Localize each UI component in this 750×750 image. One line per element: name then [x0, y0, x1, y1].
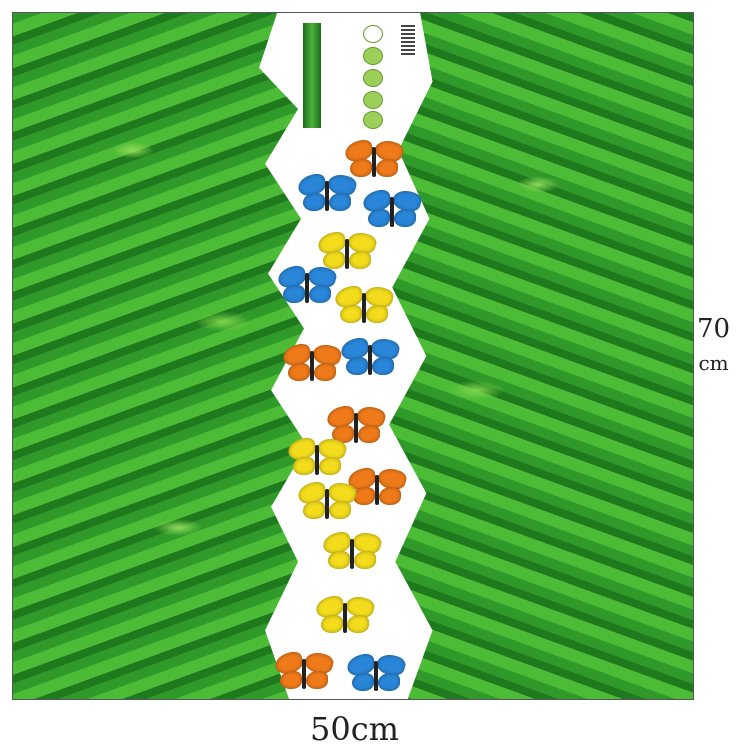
butterfly-yellow	[313, 593, 377, 637]
barcode-icon	[401, 25, 415, 55]
butterfly-orange	[324, 403, 388, 447]
grass-border-left	[13, 13, 307, 699]
butterfly-yellow	[285, 435, 349, 479]
grass-border-right	[389, 13, 693, 699]
butterfly-orange	[272, 649, 336, 693]
butterfly-yellow	[332, 283, 396, 327]
width-label: 50cm	[310, 710, 399, 748]
butterfly-blue	[295, 171, 359, 215]
butterfly-blue	[338, 335, 402, 379]
butterfly-blue	[344, 651, 408, 695]
butterfly-orange	[342, 137, 406, 181]
butterfly-yellow	[295, 479, 359, 523]
butterfly-blue	[275, 263, 339, 307]
butterfly-blue	[360, 187, 424, 231]
butterfly-orange	[345, 465, 409, 509]
height-label: 70 cm	[697, 314, 731, 375]
butterfly-yellow	[315, 229, 379, 273]
butterfly-yellow	[320, 529, 384, 573]
product-image	[12, 12, 694, 700]
sticker-sheet-preview	[303, 23, 415, 129]
butterfly-orange	[280, 341, 344, 385]
